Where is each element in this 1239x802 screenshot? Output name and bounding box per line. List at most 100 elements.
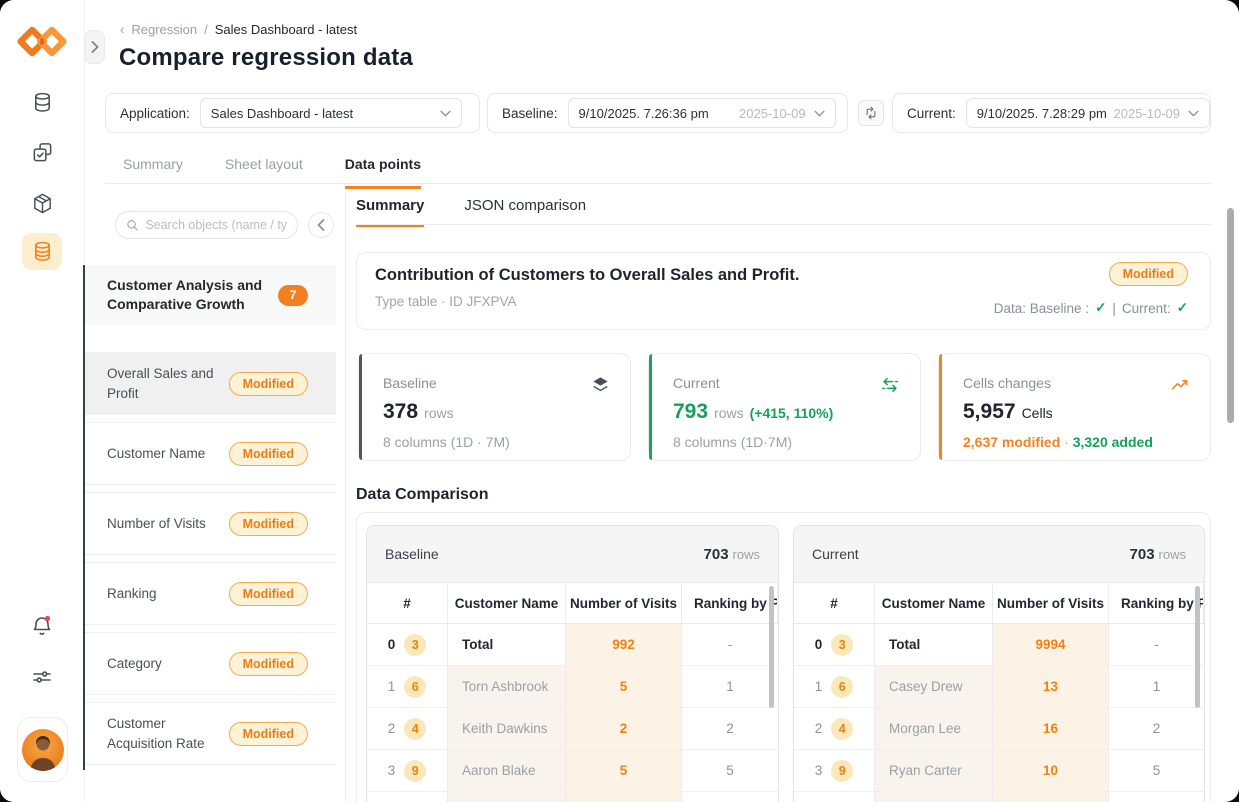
settings-sliders-icon[interactable] [30,665,54,689]
trending-up-icon [1170,375,1190,400]
object-item-overall-sales[interactable]: Overall Sales and Profit Modified [83,352,336,415]
table-scrollbar[interactable] [1195,586,1200,708]
baseline-stat-label: Baseline [383,375,437,391]
col-header-customer-name[interactable]: Customer Name [448,583,566,623]
table-row[interactable] [367,792,778,802]
search-input[interactable] [145,218,287,232]
object-search[interactable] [115,211,298,239]
object-summary-card: Contribution of Customers to Overall Sal… [356,252,1211,330]
col-header-ranking[interactable]: Ranking by Pr [682,583,778,623]
change-count-badge: 6 [404,675,427,698]
search-icon [127,220,138,231]
notifications-bell-icon[interactable] [30,614,54,638]
object-group-header[interactable]: Customer Analysis and Comparative Growth… [83,265,336,325]
page-title: Compare regression data [119,44,414,71]
baseline-stat-card: Baseline 378 rows 8 columns (1D · 7M) [358,353,631,461]
baseline-rows-value: 378 [383,400,419,423]
tab-data-points[interactable]: Data points [344,156,421,189]
change-count-badge: 3 [404,633,427,656]
col-header-customer-name[interactable]: Customer Name [875,583,993,623]
col-header-number-of-visits[interactable]: Number of Visits [566,583,682,623]
baseline-accent [359,354,362,460]
tab-json-comparison[interactable]: JSON comparison [464,197,587,214]
current-datetime-value: 9/10/2025. 7.28:29 pm [976,105,1107,121]
baseline-datetime-select[interactable]: 9/10/2025. 7.26:36 pm 2025-10-09 [567,98,836,128]
brand-logo-icon[interactable] [17,26,67,62]
object-group-title: Customer Analysis and Comparative Growth [107,277,263,312]
cells-stat-label: Cells changes [963,375,1051,391]
object-item-label: Overall Sales and Profit [107,365,214,401]
object-item-customer-name[interactable]: Customer Name Modified [83,422,336,485]
tab-summary[interactable]: Summary [123,156,183,172]
object-item-label: Customer Acquisition Rate [107,715,205,751]
change-count-badge: 4 [831,717,854,740]
object-list-rule [83,265,85,770]
object-meta: Type table · ID JFXPVA [375,294,517,309]
user-avatar[interactable] [17,717,68,782]
object-item-label: Number of Visits [107,515,206,531]
sheets-check-nav-icon[interactable] [30,140,54,164]
table-row[interactable] [794,792,1204,802]
status-badge: Modified [228,581,308,606]
chevron-down-icon [1188,110,1199,117]
table-row-count: 703 [1129,545,1155,563]
status-badge: Modified [228,511,308,536]
baseline-table-header: Baseline 703 rows [367,526,778,583]
application-value: Sales Dashboard - latest [210,105,354,121]
baseline-rows-unit: rows [424,405,454,421]
current-datetime-select[interactable]: 9/10/2025. 7.28:29 pm 2025-10-09 [965,98,1210,128]
database-nav-icon[interactable] [30,90,54,114]
application-label: Application: [120,105,190,121]
application-select[interactable]: Sales Dashboard - latest [199,98,462,128]
object-item-label: Category [107,655,162,671]
current-stat-card: Current 793 rows (+415, 110%) 8 columns … [648,353,921,461]
object-item-category[interactable]: Category Modified [83,632,336,695]
tab-detail-summary[interactable]: Summary [356,197,425,227]
col-header-number-of-visits[interactable]: Number of Visits [993,583,1109,623]
col-header-index[interactable]: # [794,583,875,623]
change-count-badge: 4 [404,717,427,740]
object-item-label: Customer Name [107,445,206,461]
tabs-divider [105,183,1211,184]
current-stat-label: Current [673,375,720,391]
col-header-ranking[interactable]: Ranking by Pr [1109,583,1204,623]
breadcrumb-back-icon[interactable]: ‹ [120,22,125,37]
current-check-icon: ✓ [1176,300,1188,315]
regression-data-nav-active[interactable] [22,233,62,270]
tab-sheet-layout[interactable]: Sheet layout [224,156,303,172]
page-scrollbar[interactable] [1227,208,1234,423]
table-row-unit: rows [1158,546,1186,562]
status-badge: Modified [228,441,308,466]
status-label: Data: Baseline : [993,300,1090,316]
breadcrumb-parent[interactable]: Regression [131,22,198,37]
chevron-down-icon [813,110,825,117]
current-columns-info: 8 columns (1D·7M) [673,434,793,450]
current-accent [649,354,652,460]
cells-accent [939,354,942,460]
change-count-badge: 9 [831,759,854,782]
chevron-down-icon [440,110,451,117]
cells-unit: Cells [1021,405,1053,421]
col-header-index[interactable]: # [367,583,448,623]
panel-collapse-button[interactable] [308,212,334,238]
table-scrollbar[interactable] [769,586,774,708]
swap-baseline-current-button[interactable] [858,100,884,126]
sidebar-expand-handle[interactable] [84,30,105,64]
object-item-customer-acquisition-rate[interactable]: Customer Acquisition Rate Modified [83,702,336,765]
object-item-number-of-visits[interactable]: Number of Visits Modified [83,492,336,555]
package-nav-icon[interactable] [30,191,54,215]
detail-tabs: Summary JSON comparison [356,197,586,227]
current-rows-delta: (+415, 110%) [749,405,834,421]
baseline-date-value: 2025-10-09 [739,105,806,121]
object-item-ranking[interactable]: Ranking Modified [83,562,336,625]
detail-tabs-divider [356,224,1211,225]
